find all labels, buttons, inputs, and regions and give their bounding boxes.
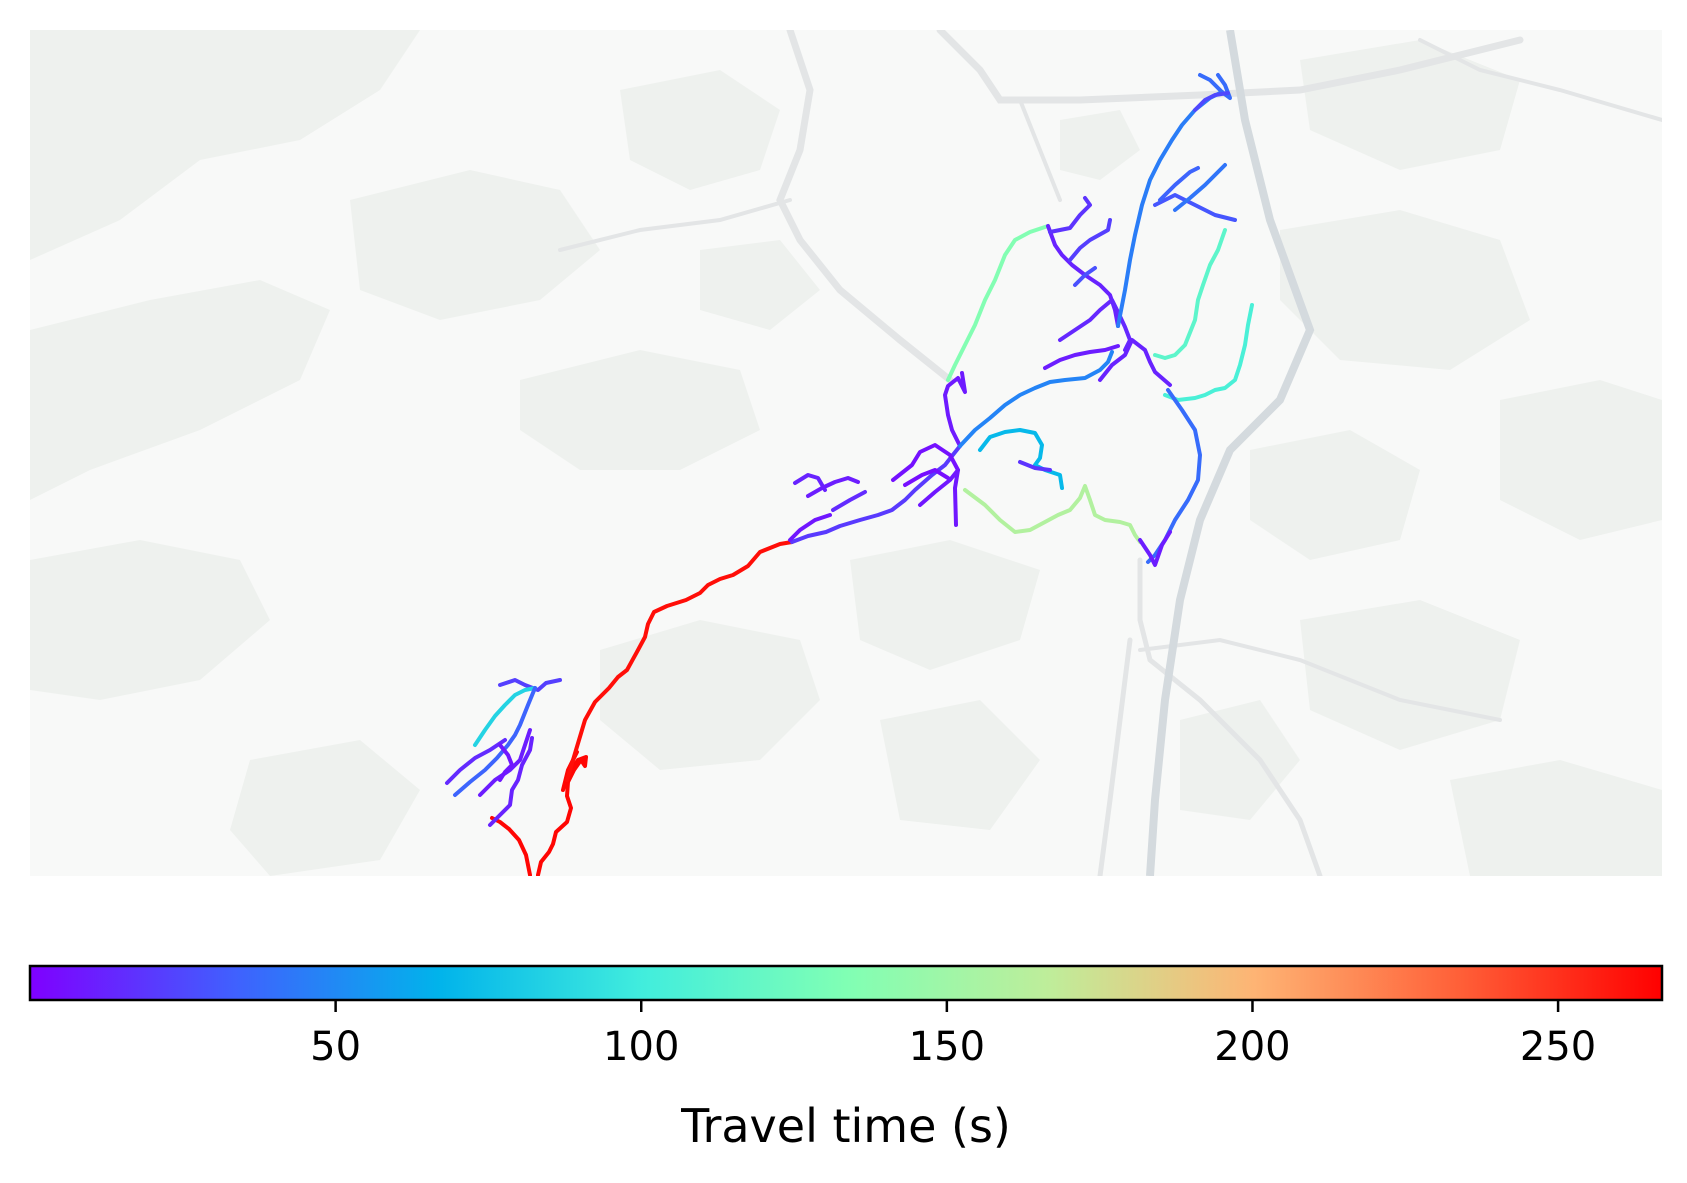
- colorbar-ticks: 50 100 150 200 250: [310, 1000, 1596, 1070]
- basemap: [30, 30, 1662, 876]
- route-segment-8: [891, 443, 960, 482]
- colorbar-frame: [28, 964, 1664, 1002]
- route-segment-6: [806, 476, 860, 498]
- route-segment-27: [1163, 303, 1254, 402]
- river: [1146, 30, 1315, 876]
- route-segment-3: [790, 444, 962, 544]
- route-segment-12: [946, 224, 1050, 382]
- route-segment-2: [565, 540, 794, 782]
- colorbar-gradient: [30, 966, 1662, 1000]
- route-segment-38: [478, 728, 532, 797]
- route-segment-7: [831, 490, 867, 512]
- route-segment-26: [1153, 228, 1227, 360]
- route-segment-28: [958, 350, 1114, 448]
- route-segment-30: [1018, 460, 1052, 472]
- route-segment-35: [473, 686, 537, 747]
- route-segment-37: [453, 686, 537, 797]
- colorbar: 50 100 150 200 250 Travel time (s): [28, 964, 1664, 1153]
- route-segment-19: [1098, 338, 1172, 387]
- route-segment-33: [1138, 530, 1172, 567]
- forest-areas: [30, 30, 1662, 876]
- colorbar-tick-label: 50: [310, 1024, 361, 1070]
- colorbar-tick-label: 200: [1214, 1024, 1290, 1070]
- route-segment-31: [963, 484, 1142, 544]
- route-segment-22: [1193, 91, 1230, 112]
- colorbar-tick-label: 100: [603, 1024, 679, 1070]
- route-segment-24: [1173, 163, 1227, 212]
- route-segment-18: [1043, 344, 1120, 370]
- travel-time-routes: [445, 73, 1254, 876]
- route-segment-16: [1073, 266, 1097, 287]
- colorbar-tick-label: 150: [909, 1024, 985, 1070]
- route-segment-5: [793, 473, 827, 492]
- route-segment-39: [488, 736, 534, 827]
- route-segment-23: [1153, 193, 1237, 222]
- route-segment-36: [445, 738, 507, 785]
- route-segment-9: [903, 468, 950, 487]
- roads: [558, 30, 1662, 876]
- route-segment-11: [943, 371, 967, 448]
- route-segment-15: [1068, 218, 1112, 262]
- route-segment-4: [788, 513, 832, 542]
- colorbar-label: Travel time (s): [680, 1099, 1011, 1153]
- colorbar-tick-label: 250: [1520, 1024, 1596, 1070]
- route-segment-1: [536, 750, 588, 876]
- route-segment-40: [498, 743, 514, 782]
- route-segment-14: [1048, 196, 1092, 234]
- route-segment-10: [918, 468, 960, 527]
- route-segment-25: [1158, 166, 1200, 202]
- route-segment-0: [490, 816, 532, 876]
- route-segment-17: [1058, 298, 1132, 352]
